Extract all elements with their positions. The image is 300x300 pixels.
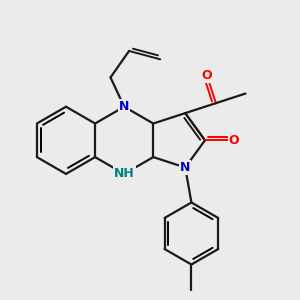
Text: O: O [202, 69, 212, 82]
Text: O: O [229, 134, 239, 147]
Text: N: N [180, 161, 190, 174]
Text: NH: NH [114, 167, 135, 180]
Text: N: N [119, 100, 129, 113]
